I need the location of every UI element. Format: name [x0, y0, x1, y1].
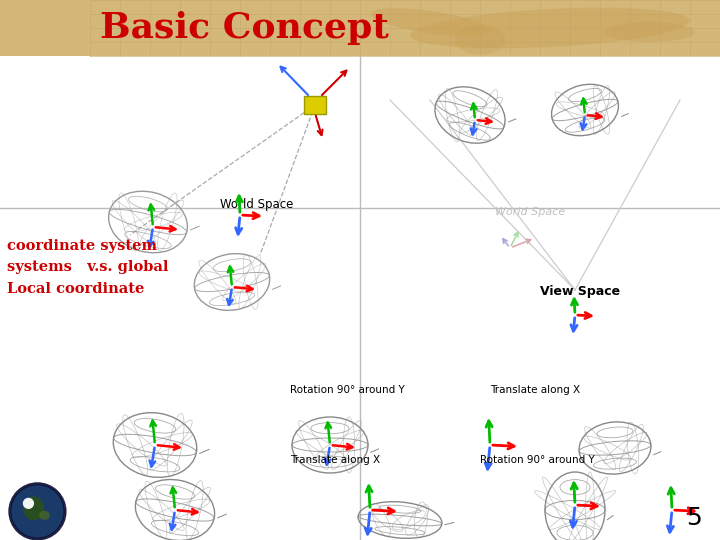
Ellipse shape [39, 511, 50, 520]
Bar [0, 56, 720, 540]
Text: View Space: View Space [540, 285, 620, 298]
FancyArrowPatch shape [621, 113, 629, 117]
Ellipse shape [605, 22, 695, 42]
Text: Basic Concept: Basic Concept [100, 11, 389, 45]
FancyArrowPatch shape [217, 514, 227, 518]
Ellipse shape [455, 25, 505, 55]
Ellipse shape [23, 496, 44, 521]
FancyArrowPatch shape [273, 286, 281, 289]
Text: coordinate system: coordinate system [7, 239, 157, 253]
FancyArrowPatch shape [199, 449, 209, 454]
Text: Rotation 90° around Y: Rotation 90° around Y [480, 455, 595, 465]
Bar [0, 0, 720, 56]
FancyBboxPatch shape [304, 96, 326, 114]
FancyArrowPatch shape [371, 449, 379, 453]
Text: Local coordinate: Local coordinate [7, 282, 145, 296]
Circle shape [23, 498, 34, 509]
Text: World Space: World Space [220, 198, 293, 211]
FancyArrowPatch shape [654, 451, 661, 455]
Text: Translate along X: Translate along X [290, 455, 380, 465]
Text: systems   v.s. global: systems v.s. global [7, 260, 168, 274]
Ellipse shape [371, 8, 490, 36]
FancyArrowPatch shape [191, 226, 199, 230]
FancyArrowPatch shape [445, 523, 454, 525]
Text: Rotation 90° around Y: Rotation 90° around Y [290, 385, 405, 395]
Ellipse shape [410, 8, 690, 49]
Text: World Space: World Space [495, 207, 565, 217]
Circle shape [12, 485, 63, 537]
FancyArrowPatch shape [607, 516, 613, 520]
FancyArrowPatch shape [508, 119, 516, 122]
Text: Translate along X: Translate along X [490, 385, 580, 395]
Text: 5: 5 [686, 507, 702, 530]
Circle shape [9, 483, 66, 539]
